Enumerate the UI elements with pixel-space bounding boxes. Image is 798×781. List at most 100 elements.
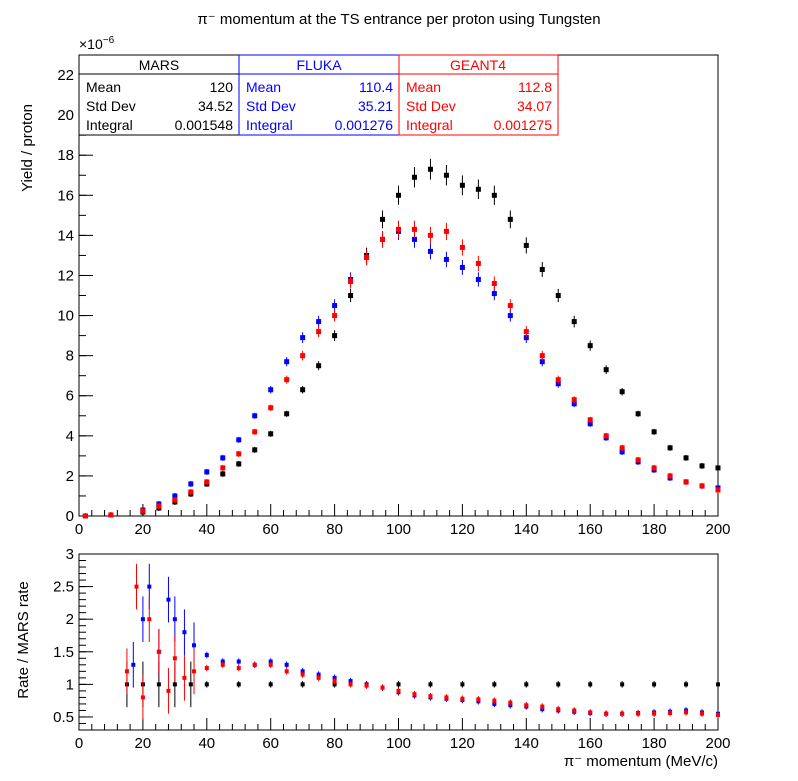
upper-ytick-label: 10 [57, 308, 74, 325]
lower-point-fluka [172, 617, 177, 622]
upper-point-geant4 [603, 433, 609, 439]
lower-series-mars [124, 661, 720, 708]
upper-point-mars [571, 319, 577, 325]
upper-point-geant4 [699, 483, 705, 489]
lower-point-geant4 [620, 711, 625, 716]
stats-geant4-mean-label: Mean [406, 79, 441, 95]
upper-point-fluka [491, 291, 497, 297]
stats-geant4-integral: 0.001275 [494, 117, 553, 133]
upper-point-geant4 [715, 487, 721, 493]
stats-box-geant4-frame [398, 54, 559, 136]
stats-box-mars-frame [78, 54, 240, 136]
lower-point-geant4 [140, 695, 145, 700]
upper-point-mars [411, 174, 417, 180]
stats-mars-mean-label: Mean [86, 79, 121, 95]
lower-point-geant4 [332, 679, 337, 684]
stats-mars-integral-label: Integral [86, 117, 133, 133]
upper-point-fluka [300, 335, 306, 341]
upper-point-geant4 [539, 353, 545, 359]
lower-point-mars [396, 682, 401, 687]
upper-xtick-label: 100 [386, 521, 411, 538]
upper-point-mars [491, 192, 497, 198]
lower-xtick-label: 0 [75, 735, 83, 752]
upper-ytick-label: 0 [66, 508, 74, 525]
stats-box-geant4: GEANT4 Mean 112.8 Std Dev 34.07 Integral… [398, 54, 559, 136]
upper-point-mars [475, 186, 481, 192]
upper-point-mars [587, 343, 593, 349]
upper-point-mars [427, 166, 433, 172]
lower-xtick-label: 160 [578, 735, 603, 752]
upper-xtick-label: 200 [705, 521, 730, 538]
upper-point-mars [443, 172, 449, 178]
upper-point-geant4 [108, 512, 114, 518]
stats-fluka-std: 35.21 [358, 98, 393, 114]
stats-mars-name: MARS [139, 57, 179, 73]
stats-fluka-std-label: Std Dev [246, 98, 296, 114]
lower-point-geant4 [236, 666, 241, 671]
upper-point-geant4 [140, 508, 146, 514]
upper-point-fluka [475, 276, 481, 282]
lower-ytick-label: 0.5 [53, 709, 74, 726]
lower-point-mars [524, 682, 529, 687]
lower-point-geant4 [182, 675, 187, 680]
lower-point-geant4 [444, 695, 449, 700]
lower-point-geant4 [412, 692, 417, 697]
upper-point-mars [316, 363, 322, 369]
lower-point-geant4 [700, 711, 705, 716]
lower-point-geant4 [492, 698, 497, 703]
upper-point-geant4 [587, 417, 593, 423]
lower-point-fluka [236, 659, 241, 664]
stats-fluka-integral-label: Integral [246, 117, 293, 133]
lower-point-mars [204, 682, 209, 687]
lower-point-mars [236, 682, 241, 687]
chart-title: π⁻ momentum at the TS entrance per proto… [197, 11, 600, 28]
upper-point-geant4 [364, 254, 370, 260]
stats-fluka-mean: 110.4 [359, 79, 393, 95]
lower-point-geant4 [428, 694, 433, 699]
lower-xtick-label: 60 [262, 735, 279, 752]
lower-ytick-label: 2.5 [53, 579, 74, 596]
stats-geant4-mean: 112.8 [518, 79, 552, 95]
y-exponent-base: ×10 [79, 36, 103, 52]
lower-xtick-label: 100 [386, 735, 411, 752]
upper-point-fluka [539, 359, 545, 365]
upper-point-geant4 [507, 303, 513, 309]
upper-point-mars [667, 445, 673, 451]
lower-point-geant4 [716, 713, 720, 718]
upper-point-mars [459, 182, 465, 188]
upper-ytick-label: 6 [66, 388, 74, 405]
lower-point-geant4 [652, 711, 657, 716]
lower-point-geant4 [524, 703, 529, 708]
upper-point-geant4 [332, 313, 338, 319]
upper-point-mars [715, 465, 721, 471]
lower-point-geant4 [588, 710, 593, 715]
upper-point-mars [539, 266, 545, 272]
upper-point-mars [332, 333, 338, 339]
lower-point-geant4 [268, 662, 273, 667]
upper-point-fluka [236, 437, 242, 443]
upper-point-geant4 [268, 405, 274, 411]
upper-point-fluka [172, 493, 178, 499]
lower-xtick-label: 200 [705, 735, 730, 752]
upper-point-geant4 [459, 244, 465, 250]
lower-point-geant4 [134, 584, 139, 589]
upper-point-mars [635, 411, 641, 417]
upper-point-mars [523, 242, 529, 248]
lower-point-mars [188, 682, 193, 687]
lower-point-geant4 [556, 707, 561, 712]
upper-point-geant4 [619, 445, 625, 451]
upper-point-geant4 [635, 457, 641, 463]
upper-series-fluka [82, 222, 721, 519]
upper-series-geant4 [82, 220, 721, 519]
lower-panel: 0 20 40 60 80 100 120 140 160 180 2000.511.522.53 … [15, 546, 731, 770]
lower-point-mars [588, 682, 593, 687]
upper-ytick-label: 20 [57, 107, 74, 124]
lower-point-geant4 [668, 711, 673, 716]
upper-series-mars [82, 158, 721, 519]
upper-point-geant4 [411, 226, 417, 232]
upper-point-fluka [188, 481, 194, 487]
upper-point-mars [699, 463, 705, 469]
upper-xtick-label: 40 [198, 521, 215, 538]
